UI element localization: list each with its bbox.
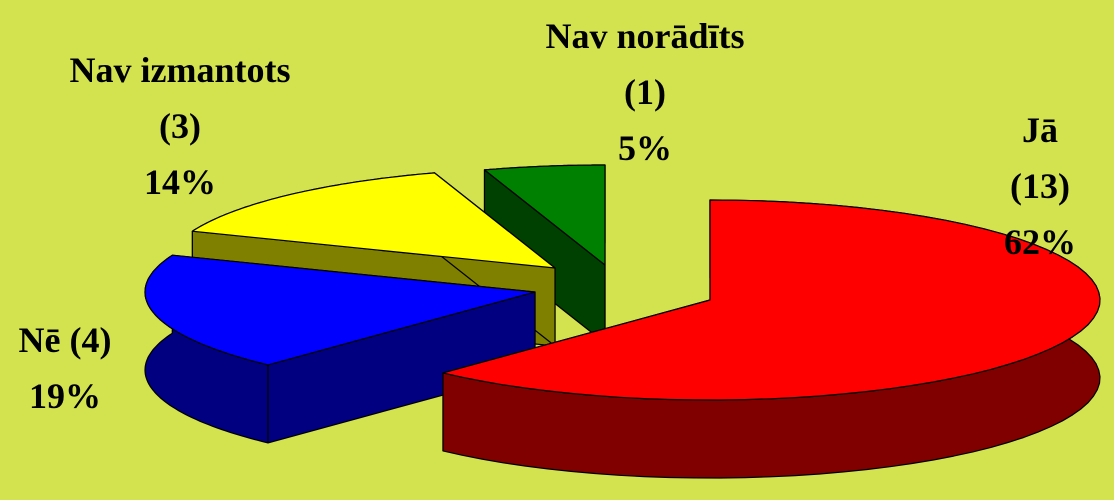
slice-label: Jā (13) 62%: [1003, 102, 1077, 270]
value-label: 5%: [618, 128, 672, 168]
value-label: 19%: [28, 376, 101, 416]
category-label: Nav izmantots (3): [69, 50, 291, 146]
category-label: Nav norādīts (1): [545, 16, 745, 112]
slice-top: [191, 172, 556, 269]
pie-slice: [483, 164, 606, 344]
category-label: Jā (13): [1010, 110, 1070, 206]
value-label: 62%: [1004, 222, 1076, 262]
slice-top: [483, 164, 606, 266]
slice-label: Nav izmantots (3) 14%: [70, 42, 291, 210]
slice-top: [144, 254, 536, 366]
pie-slice: [442, 199, 1101, 479]
slice-top: [442, 199, 1101, 401]
slice-label: Nē (4) 19%: [19, 312, 112, 424]
value-label: 14%: [143, 162, 216, 202]
category-label: Nē (4): [18, 320, 112, 360]
pie-slice: [144, 254, 536, 444]
slice-label: Nav norādīts (1) 5%: [545, 8, 744, 176]
